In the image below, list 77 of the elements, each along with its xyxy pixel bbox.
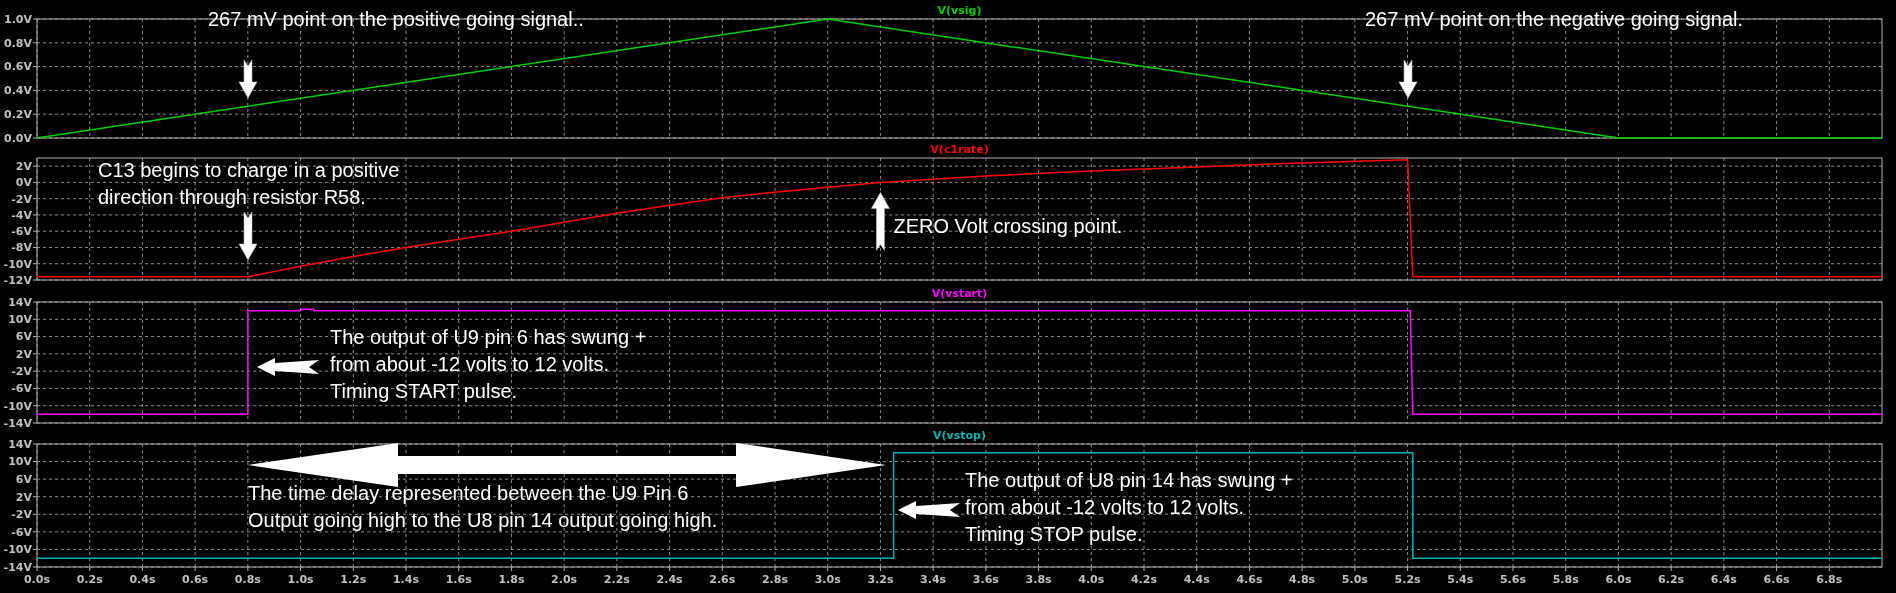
series-label: V(c1rate) [930, 143, 989, 156]
x-tick-label: 5.4s [1447, 573, 1474, 586]
x-tick-label: 3.6s [972, 573, 1000, 586]
x-tick-label: 0.2s [76, 573, 104, 586]
y-tick-label: 1.0V [4, 12, 33, 26]
y-tick-label: 0V [15, 176, 33, 190]
annotation: 267 mV point on the positive going signal.. [208, 8, 584, 30]
x-tick-label: 1.6s [445, 573, 473, 586]
x-tick-label: 3.0s [814, 573, 842, 586]
x-tick-label: 6.2s [1658, 573, 1685, 586]
y-tick-label: -4V [11, 208, 33, 222]
x-tick-label: 2.2s [603, 573, 631, 586]
y-tick-label: -6V [11, 225, 33, 239]
y-tick-label: -10V [3, 399, 33, 413]
y-tick-label: 0.4V [4, 84, 33, 98]
y-tick-label: 6V [15, 472, 33, 486]
annotation: The time delay represented between the U9 Pin 6 Output going high to the U8 pin 14 output going high. [248, 482, 718, 531]
x-tick-label: 2.6s [709, 573, 736, 586]
y-tick-label: -10V [3, 257, 33, 271]
x-tick-label: 2.4s [656, 573, 684, 586]
x-tick-label: 6.6s [1763, 573, 1791, 586]
x-tick-label: 6.4s [1710, 573, 1738, 586]
x-tick-label: 4.6s [1236, 573, 1263, 586]
y-tick-label: -14V [3, 416, 33, 430]
annotation: The output of U9 pin 6 has swung + from about -12 volts to 12 volts. Timing START pulse. [330, 326, 647, 402]
series-label: V(vstop) [933, 429, 986, 442]
series-label: V(vsig) [937, 4, 982, 17]
y-tick-label: 2V [15, 159, 33, 173]
x-tick-label: 3.8s [1025, 573, 1053, 586]
x-tick-label: 5.0s [1341, 573, 1369, 586]
y-tick-label: 6V [15, 330, 33, 344]
y-tick-label: -2V [11, 508, 33, 522]
line-series [36, 158, 1883, 278]
y-tick-label: -2V [11, 192, 33, 206]
y-tick-label: -12V [3, 273, 33, 287]
y-tick-label: -14V [3, 560, 33, 574]
x-tick-label: 5.2s [1394, 573, 1422, 586]
annotation: ZERO Volt crossing point. [893, 215, 1123, 238]
x-tick-label: 6.0s [1605, 573, 1632, 586]
x-tick-label: 1.2s [340, 573, 367, 586]
y-tick-label: 0.8V [4, 36, 33, 50]
x-tick-label: 2.0s [551, 573, 578, 586]
x-tick-label: 1.4s [392, 573, 420, 586]
y-tick-label: 0.6V [4, 60, 33, 74]
y-tick-label: -6V [11, 382, 33, 396]
x-tick-label: 5.8s [1552, 573, 1580, 586]
x-tick-label: 1.0s [287, 573, 315, 586]
x-tick-label: 0.0s [23, 573, 51, 586]
annotation: 267 mV point on the negative going signal. [1365, 8, 1744, 30]
x-tick-label: 4.2s [1130, 573, 1158, 586]
y-tick-label: 10V [8, 455, 33, 469]
x-tick-label: 4.4s [1183, 573, 1211, 586]
x-tick-label: 0.8s [234, 573, 262, 586]
x-tick-label: 5.6s [1499, 573, 1527, 586]
y-tick-label: -8V [11, 241, 33, 255]
y-tick-label: 14V [8, 437, 33, 451]
y-tick-label: -6V [11, 525, 33, 539]
x-tick-label: 0.4s [129, 573, 156, 586]
y-tick-label: 0.0V [4, 131, 33, 145]
series-label: V(vstart) [931, 287, 988, 300]
y-tick-label: 14V [8, 295, 33, 309]
y-tick-label: 0.2V [4, 108, 33, 122]
x-tick-label: 0.6s [182, 573, 209, 586]
x-tick-label: 4.8s [1289, 573, 1316, 586]
x-tick-label: 3.4s [920, 573, 947, 586]
x-tick-label: 4.0s [1078, 573, 1105, 586]
x-tick-label: 2.8s [761, 573, 789, 586]
x-tick-label: 3.2s [867, 573, 894, 586]
y-tick-label: 2V [15, 347, 33, 361]
y-tick-label: 10V [8, 313, 33, 327]
x-tick-label: 1.8s [498, 573, 525, 586]
y-tick-label: -10V [3, 543, 33, 557]
annotation: C13 begins to charge in a positive direction through resistor R58. [98, 159, 400, 208]
annotation: The output of U8 pin 14 has swung + from about -12 volts to 12 volts. Timing STOP pulse. [965, 469, 1293, 545]
y-tick-label: 2V [15, 490, 33, 504]
y-tick-label: -2V [11, 364, 33, 378]
x-tick-label: 6.8s [1816, 573, 1843, 586]
